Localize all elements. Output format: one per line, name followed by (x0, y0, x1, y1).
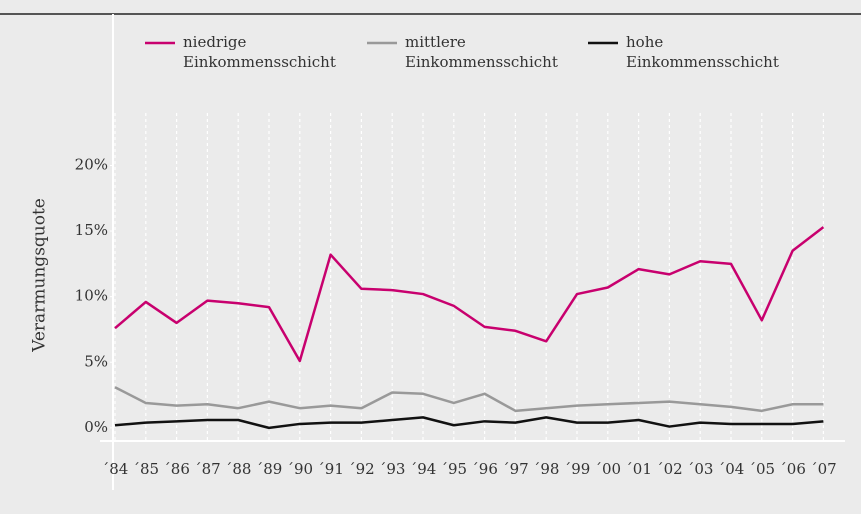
y-tick-label: 5% (84, 352, 108, 370)
x-tick-label: ´99 (564, 460, 591, 478)
x-tick-label: ´07 (810, 460, 837, 478)
legend-label: hohe Einkommensschicht (626, 33, 779, 71)
x-tick-label: ´93 (379, 460, 406, 478)
x-tick-label: ´03 (687, 460, 714, 478)
x-tick-label: ´96 (471, 460, 498, 478)
x-tick-label: ´86 (163, 460, 190, 478)
x-tick-label: ´98 (533, 460, 560, 478)
x-tick-label: ´04 (718, 460, 745, 478)
y-axis-label: Verarmungsquote (30, 198, 50, 353)
x-tick-label: ´97 (502, 460, 529, 478)
x-tick-label: ´91 (317, 460, 344, 478)
y-tick-label: 10% (75, 287, 108, 305)
series-line (114, 416, 824, 430)
x-tick-label: ´06 (779, 460, 806, 478)
legend-label: niedrige Einkommensschicht (183, 33, 336, 71)
x-tick-label: ´05 (749, 460, 776, 478)
x-tick-label: ´87 (194, 460, 221, 478)
x-tick-label: ´90 (287, 460, 314, 478)
series-line (114, 386, 824, 413)
x-tick-label: ´92 (348, 460, 375, 478)
x-tick-label: ´85 (133, 460, 160, 478)
series-line (114, 226, 825, 363)
y-tick-label: 0% (84, 418, 108, 436)
x-tick-label: ´94 (410, 460, 437, 478)
x-tick-label: ´88 (225, 460, 252, 478)
x-tick-label: ´01 (625, 460, 652, 478)
x-tick-label: ´00 (595, 460, 622, 478)
y-tick-label: 20% (75, 155, 108, 173)
x-tick-label: ´95 (441, 460, 468, 478)
legend-label: mittlere Einkommensschicht (405, 33, 558, 71)
y-tick-label: 15% (75, 221, 108, 239)
x-tick-label: ´02 (656, 460, 683, 478)
x-tick-label: ´84 (102, 460, 129, 478)
x-tick-label: ´89 (256, 460, 283, 478)
